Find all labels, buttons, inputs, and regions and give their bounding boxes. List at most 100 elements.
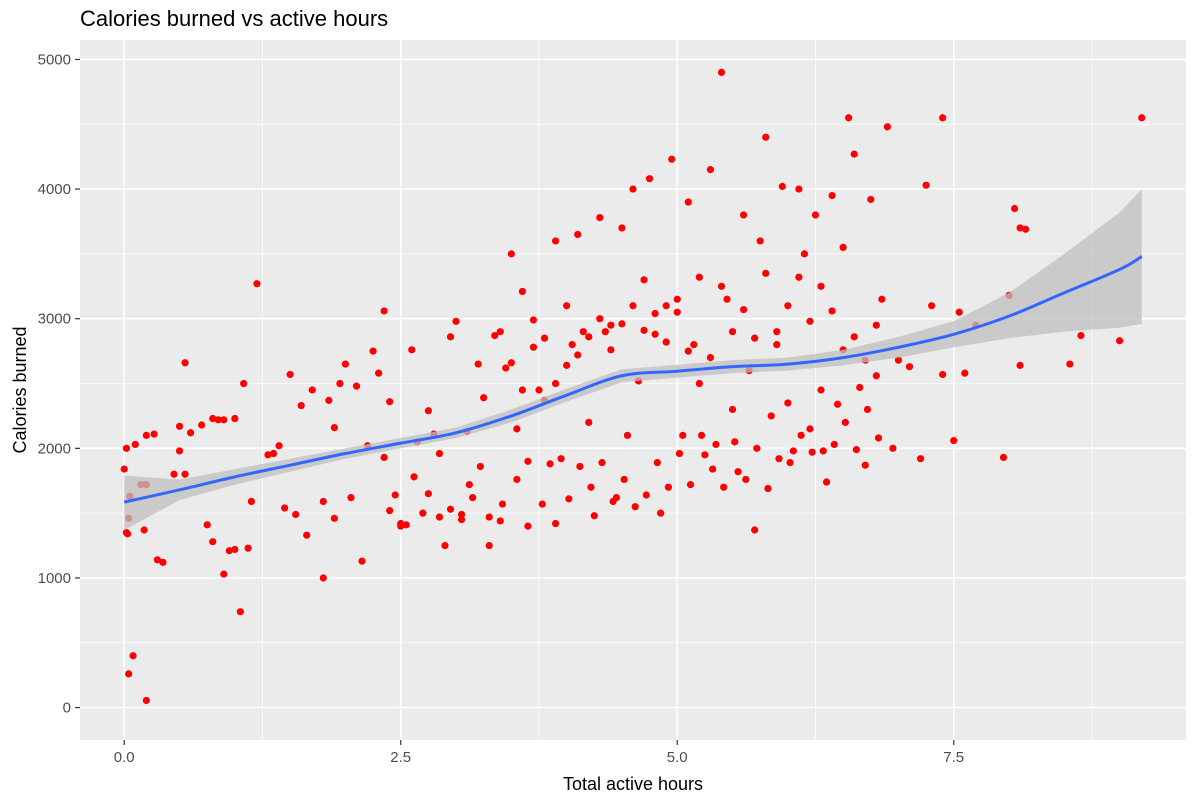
y-axis: 0 1000 2000 3000 4000 5000 (38, 51, 80, 717)
data-point (220, 570, 228, 578)
data-point (269, 449, 278, 458)
data-point (524, 457, 532, 465)
data-point (717, 282, 726, 290)
data-point (142, 696, 150, 705)
data-point (651, 309, 659, 318)
data-point (498, 500, 507, 508)
y-tick-label: 0 (63, 700, 71, 717)
data-point (717, 68, 726, 77)
data-point (695, 273, 703, 281)
data-point (122, 444, 131, 452)
data-point (546, 460, 554, 468)
data-point (720, 483, 728, 491)
data-point (424, 490, 432, 498)
data-point (535, 386, 543, 394)
data-point (928, 302, 936, 310)
data-point (775, 455, 783, 463)
data-point (889, 444, 897, 452)
data-point (999, 453, 1008, 462)
data-point (281, 504, 289, 512)
data-point (518, 386, 527, 394)
data-point (236, 608, 244, 616)
data-point (806, 317, 814, 325)
data-point (817, 386, 825, 394)
data-point (198, 421, 206, 429)
data-point (225, 547, 233, 555)
data-point (795, 273, 803, 281)
data-point (629, 185, 637, 193)
data-point (485, 513, 493, 521)
data-point (800, 250, 809, 258)
data-point (529, 343, 538, 351)
data-point (955, 308, 963, 316)
data-point (585, 418, 593, 427)
data-point (872, 321, 880, 329)
data-point (247, 497, 256, 506)
data-point (784, 302, 792, 310)
data-point (850, 150, 858, 158)
data-point (950, 436, 958, 445)
data-point (319, 497, 327, 506)
data-point (424, 407, 432, 415)
data-point (922, 181, 930, 189)
data-point (662, 338, 670, 346)
data-point (375, 369, 383, 377)
data-point (538, 500, 546, 508)
data-point (706, 166, 715, 174)
data-point (640, 276, 648, 284)
data-point (751, 334, 759, 342)
data-point (319, 574, 327, 582)
data-point (598, 458, 606, 467)
data-point (795, 185, 803, 193)
data-point (386, 398, 394, 406)
data-point (618, 224, 626, 232)
data-point (894, 356, 903, 364)
data-point (214, 416, 222, 424)
data-point (939, 370, 947, 379)
data-point (679, 431, 687, 439)
data-point (551, 237, 560, 245)
data-point (734, 468, 742, 476)
data-point (819, 447, 827, 455)
data-point (410, 473, 418, 481)
data-point (557, 455, 565, 463)
data-point (170, 470, 178, 478)
data-point (408, 346, 416, 354)
data-point (712, 440, 720, 449)
y-axis-title: Calories burned (10, 326, 30, 453)
data-point (231, 414, 239, 423)
data-point (264, 451, 272, 459)
data-point (496, 517, 504, 525)
data-point (850, 333, 858, 341)
data-point (767, 412, 775, 420)
data-point (574, 230, 582, 239)
data-point (662, 302, 670, 310)
data-point (861, 461, 869, 469)
data-point (828, 307, 836, 315)
data-point (129, 652, 137, 660)
data-point (352, 382, 361, 390)
data-point (631, 503, 639, 511)
data-point (435, 449, 444, 458)
data-point (623, 431, 632, 439)
data-point (491, 331, 499, 340)
data-point (834, 400, 842, 408)
data-point (874, 434, 883, 442)
data-point (551, 379, 560, 388)
data-point (513, 475, 521, 484)
data-point (609, 497, 617, 506)
data-point (358, 557, 366, 565)
x-tick-label: 7.5 (943, 749, 964, 766)
data-point (457, 510, 466, 519)
x-tick-label: 2.5 (390, 749, 411, 766)
data-point (308, 386, 316, 394)
data-point (845, 114, 853, 122)
data-point (916, 455, 925, 463)
data-point (778, 182, 786, 191)
data-point (1077, 331, 1085, 340)
data-point (878, 295, 886, 303)
data-point (822, 478, 831, 486)
data-point (524, 522, 532, 530)
data-point (341, 360, 350, 368)
